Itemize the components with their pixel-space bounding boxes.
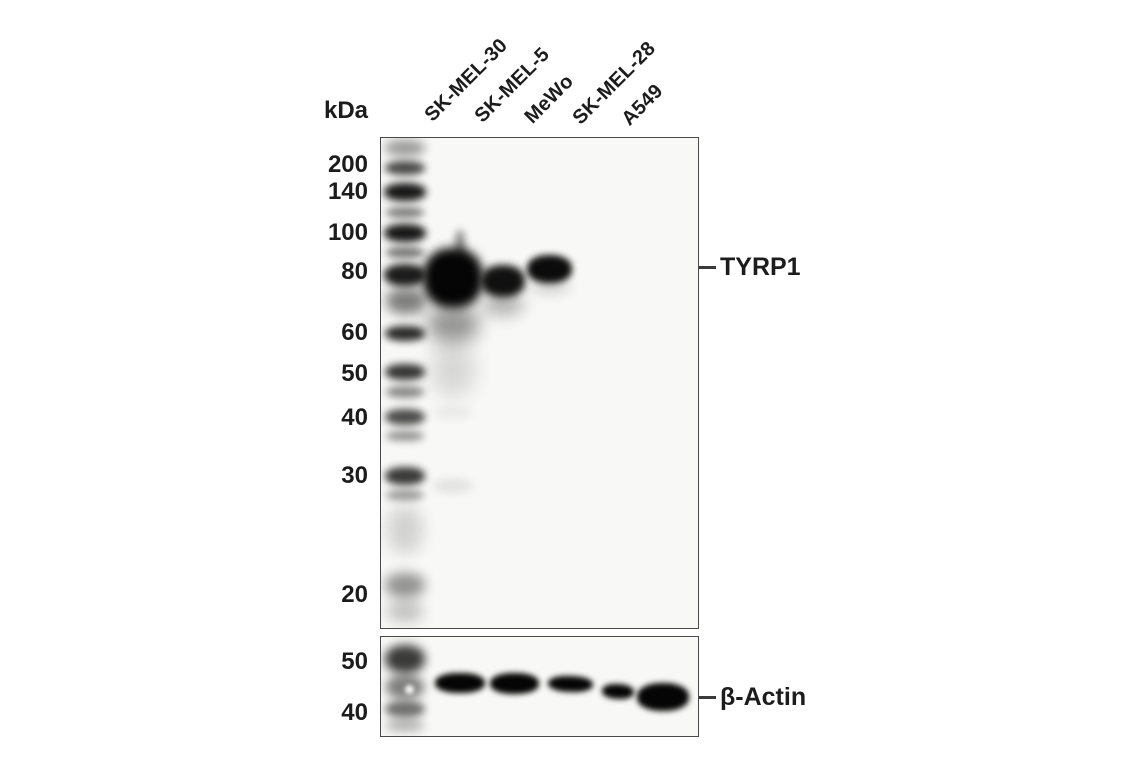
blot-band [385, 364, 425, 380]
blot-band [387, 600, 423, 622]
actin-blot-panel [380, 636, 699, 737]
blot-band [601, 683, 635, 700]
blot-band [385, 645, 425, 673]
mw-label-200: 200 [327, 151, 368, 178]
blot-band [433, 408, 473, 418]
blot-band [386, 490, 424, 500]
blot-band [384, 183, 426, 201]
blot-band [385, 467, 425, 485]
kda-unit-label: kDa [323, 97, 368, 124]
blot-band [405, 685, 414, 694]
mw-label-ctrl-50: 50 [341, 648, 368, 675]
tyrp1-target-label: TYRP1 [720, 253, 801, 281]
mw-label-ctrl-40: 40 [341, 699, 368, 726]
mw-label-60: 60 [341, 319, 368, 346]
blot-band [385, 409, 425, 425]
blot-band [386, 247, 424, 258]
mw-label-50: 50 [341, 360, 368, 387]
mw-label-80: 80 [341, 258, 368, 285]
blot-band [385, 161, 425, 175]
blot-band [386, 719, 424, 731]
blot-band [385, 701, 425, 717]
tyrp1-pointer-dash [699, 266, 716, 269]
actin-pointer-dash [699, 696, 716, 699]
mw-label-20: 20 [341, 581, 368, 608]
blot-band [427, 306, 479, 342]
actin-target-label: β-Actin [720, 683, 807, 711]
blot-band [384, 224, 426, 242]
blot-band [423, 248, 483, 308]
mw-label-30: 30 [341, 462, 368, 489]
blot-band [386, 431, 424, 441]
tyrp1-blot-panel [380, 137, 699, 629]
blot-band [547, 675, 594, 693]
blot-band [385, 573, 425, 597]
blot-band [483, 293, 523, 315]
blot-band [455, 230, 465, 258]
blot-band [387, 506, 423, 554]
mw-label-40: 40 [341, 404, 368, 431]
blot-band [384, 264, 426, 286]
mw-label-100: 100 [327, 219, 368, 246]
blot-band [433, 480, 473, 492]
blot-band [385, 140, 425, 156]
blot-band [481, 265, 525, 297]
mw-label-140: 140 [327, 178, 368, 205]
blot-band [435, 673, 485, 693]
blot-band [637, 683, 689, 711]
blot-band [386, 386, 424, 398]
blot-band [531, 278, 569, 292]
blot-band [527, 255, 572, 283]
blot-band [431, 342, 475, 397]
blot-band [386, 288, 426, 314]
blot-band [490, 673, 539, 694]
blot-band [386, 207, 424, 218]
blot-band [385, 326, 425, 341]
